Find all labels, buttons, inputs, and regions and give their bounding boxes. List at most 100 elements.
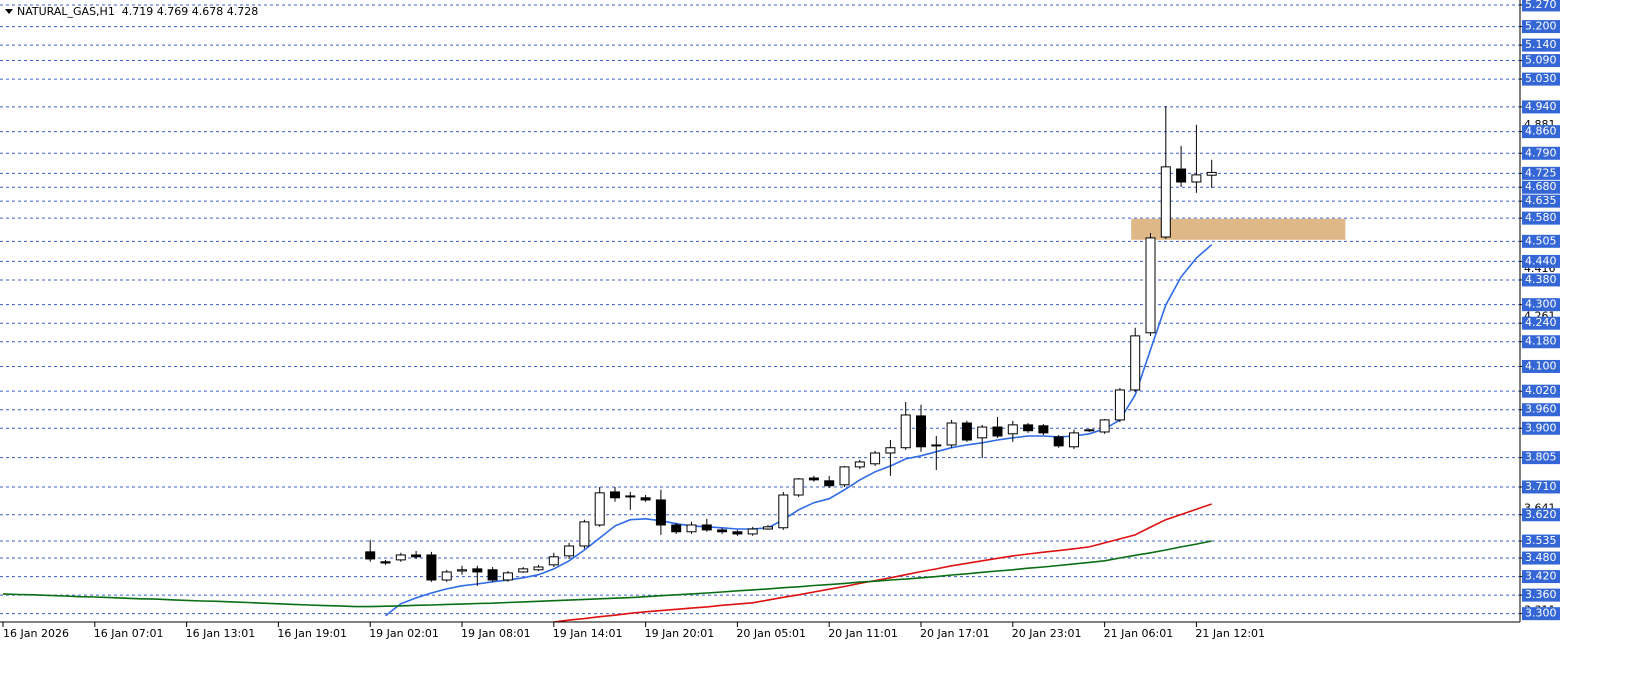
y-tick-box [1522,180,1560,194]
candle-body [441,571,452,581]
y-tick-box [1522,20,1560,34]
y-tick-label: 3.300 [1525,607,1557,620]
candle-body [610,491,620,499]
y-tick-box [1522,607,1560,621]
candle-body [686,524,697,533]
menu-arrow[interactable] [5,9,13,14]
x-tick-label: 20 Jan 17:01 [920,627,990,640]
candle-body [1114,389,1125,421]
y-tick-box [1522,273,1560,287]
candle-body [870,452,881,465]
y-tick-box [1522,588,1560,602]
y-tick-box [1522,534,1560,548]
y-tick-label: 4.680 [1525,180,1557,193]
candle-body [1053,436,1064,447]
y-tick-box [1522,298,1560,312]
x-tick-label: 20 Jan 23:01 [1012,627,1082,640]
candle-body [1084,429,1095,432]
candle-body [808,477,819,481]
candle-body [732,531,743,535]
candle-body [900,414,911,449]
candle-body [411,554,422,558]
y-tick-label: 4.635 [1525,194,1557,207]
candle-body [395,554,406,561]
x-tick-label: 16 Jan 2026 [3,627,69,640]
chart-title: NATURAL_GAS,H1 4.719 4.769 4.678 4.728 [17,5,258,18]
y-tick-label: 4.300 [1525,298,1557,311]
y-tick-box [1522,480,1560,494]
candle-body [1145,237,1156,334]
y-tick-box [1522,194,1560,208]
x-tick-label: 21 Jan 06:01 [1104,627,1174,640]
candle-body [1191,174,1202,183]
candle-body [1069,432,1079,448]
candle-body [548,556,559,566]
y-tick-label: 3.480 [1525,551,1557,564]
x-tick-label: 16 Jan 19:01 [277,627,347,640]
candle-body [701,524,712,531]
y-tick-box [1522,72,1560,86]
candle-body [992,426,1003,437]
y-tick-box [1522,0,1560,12]
y-tick-label: 4.860 [1525,125,1557,138]
candle-body [946,422,957,446]
candle-body [1007,424,1018,435]
y-tick-label: 5.030 [1525,72,1557,85]
x-tick-label: 21 Jan 12:01 [1195,627,1265,640]
candle-body [579,521,590,547]
x-tick-label: 16 Jan 07:01 [94,627,164,640]
candle-body [778,494,789,529]
y-tick-label: 4.020 [1525,384,1557,397]
candle-body [671,524,682,533]
y-tick-label: 3.360 [1525,588,1557,601]
y-tick-label: 4.380 [1525,273,1557,286]
candle-body [824,480,835,487]
candle-body [533,566,544,571]
candle-body [977,426,988,439]
candle-body [472,568,483,573]
y-tick-box [1522,211,1560,225]
candle-body [1099,419,1110,433]
y-tick-label: 3.420 [1525,570,1557,583]
candle-body [380,561,391,564]
candle-body [793,478,804,496]
candle-body [625,495,636,498]
y-tick-box [1522,234,1560,248]
candle-body [1160,166,1171,238]
y-tick-label: 4.580 [1525,211,1557,224]
y-tick-box [1522,100,1560,114]
y-tick-label: 4.725 [1525,166,1557,179]
candle-body [365,551,376,560]
y-tick-label: 4.440 [1525,254,1557,267]
y-tick-box [1522,421,1560,435]
moving-average-line [553,503,1212,622]
y-tick-label: 3.805 [1525,451,1557,464]
candle-body [1023,424,1034,432]
candle-body [1206,171,1217,176]
candle-body [640,497,651,501]
candle-body [594,492,605,526]
y-tick-label: 4.940 [1525,100,1557,113]
x-tick-label: 19 Jan 14:01 [553,627,623,640]
y-tick-label: 5.140 [1525,38,1557,51]
y-tick-label: 3.960 [1525,403,1557,416]
y-tick-box [1522,570,1560,584]
x-tick-label: 19 Jan 02:01 [369,627,439,640]
candle-body [961,422,972,441]
plot-area [0,4,1520,622]
candle-body [564,545,575,557]
y-tick-box [1522,359,1560,373]
moving-average-line [2,540,1212,608]
candle-body [1038,425,1049,434]
candle-body [457,569,467,572]
candle-body [426,554,437,581]
y-tick-box [1522,403,1560,417]
y-tick-box [1522,451,1560,465]
candle-body [747,528,758,535]
y-tick-box [1522,335,1560,349]
x-tick-label: 19 Jan 08:01 [461,627,531,640]
candle-body [655,499,666,526]
candle-body [1130,335,1141,391]
